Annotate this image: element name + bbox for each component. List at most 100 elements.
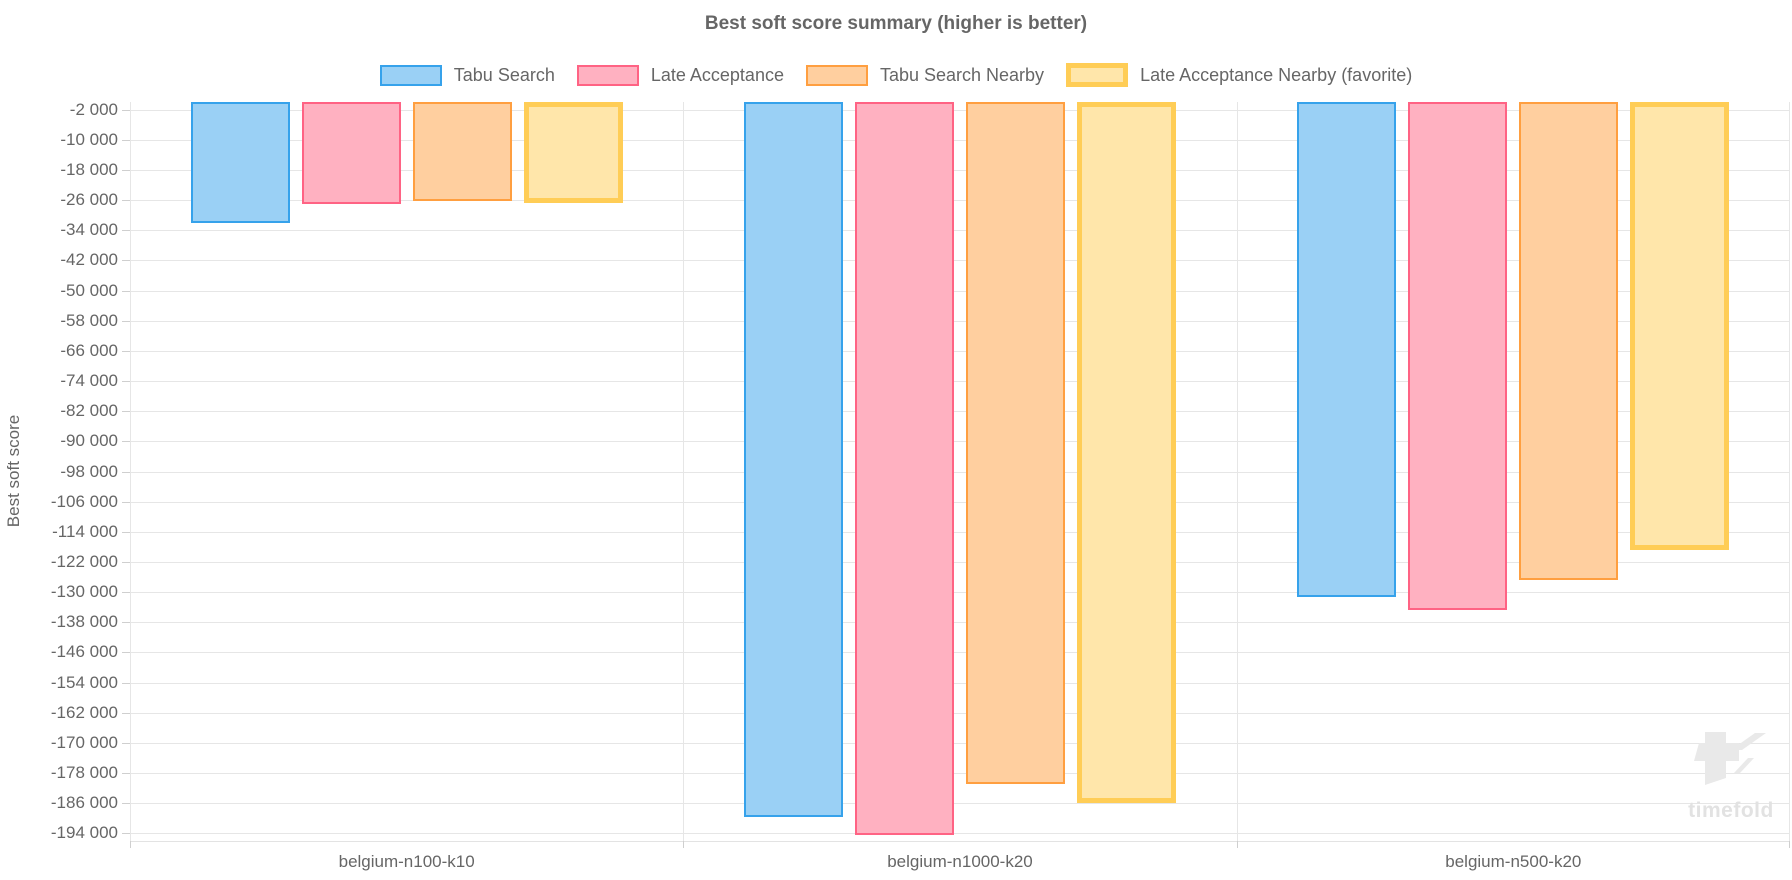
x-tick-mark <box>130 841 131 848</box>
y-gridline <box>130 833 1790 835</box>
x-tick-mark <box>683 841 685 848</box>
y-gridline <box>130 682 1790 684</box>
y-tick-label: -106 000 <box>50 491 118 511</box>
x-tick-label: belgium-n1000-k20 <box>887 852 1033 871</box>
bar[interactable] <box>1076 102 1176 804</box>
y-tick-mark <box>122 411 130 413</box>
bar-groups <box>130 102 1790 841</box>
bar[interactable] <box>412 102 512 202</box>
legend-item[interactable]: Tabu Search <box>379 64 555 86</box>
y-tick-mark <box>122 682 130 684</box>
y-gridline <box>130 803 1790 805</box>
y-tick-mark <box>122 803 130 805</box>
y-tick-mark <box>122 230 130 232</box>
chart-title: Best soft score summary (higher is bette… <box>704 13 1088 34</box>
legend-item[interactable]: Late Acceptance Nearby (favorite) <box>1066 63 1412 87</box>
y-gridline <box>130 501 1790 503</box>
plot-area: -2 000 -10 000 -18 000 -26 000 -34 000 -42 00… <box>51 100 1790 848</box>
legend-label: Late Acceptance <box>650 64 784 85</box>
bar[interactable] <box>190 102 290 224</box>
x-tick-label: belgium-n100-k10 <box>338 852 475 871</box>
y-tick-label: -66 000 <box>60 340 118 360</box>
y-tick-label: -186 000 <box>50 793 118 813</box>
bar[interactable] <box>1519 102 1619 581</box>
y-tick-mark <box>122 622 130 624</box>
legend-item[interactable]: Tabu Search Nearby <box>805 64 1045 86</box>
y-gridline <box>130 773 1790 775</box>
y-gridline <box>130 320 1790 322</box>
y-tick-mark <box>122 109 130 111</box>
y-tick-label: -2 000 <box>69 99 118 119</box>
y-tick-mark <box>122 833 130 835</box>
y-tick-mark <box>122 290 130 292</box>
y-gridline <box>130 561 1790 563</box>
y-tick-label: -162 000 <box>50 702 118 722</box>
y-tick-label: -138 000 <box>50 612 118 632</box>
bar[interactable] <box>301 102 401 204</box>
bar-group <box>683 102 1236 841</box>
y-tick-mark <box>122 139 130 141</box>
y-gridline <box>130 139 1790 141</box>
bar[interactable] <box>965 102 1065 784</box>
y-tick-mark <box>122 441 130 443</box>
x-axis-labels: belgium-n100-k10 belgium-n1000-k20 belgium… <box>130 852 1790 872</box>
x-gridline <box>1789 102 1790 841</box>
y-tick-label: -194 000 <box>50 823 118 843</box>
y-tick-label: -146 000 <box>50 642 118 662</box>
y-gridline <box>130 411 1790 413</box>
bar[interactable] <box>1408 102 1508 610</box>
y-tick-label: -98 000 <box>60 461 118 481</box>
bar[interactable] <box>743 102 843 818</box>
y-gridline <box>130 381 1790 382</box>
y-gridline <box>130 622 1790 624</box>
bar[interactable] <box>1630 102 1730 550</box>
y-tick-mark <box>122 320 130 322</box>
y-gridline <box>130 592 1790 594</box>
legend-swatch <box>576 64 639 86</box>
y-gridline <box>130 200 1790 202</box>
y-gridline <box>130 109 1790 111</box>
y-tick-mark <box>122 381 130 382</box>
y-tick-mark <box>122 773 130 775</box>
y-gridline <box>130 742 1790 744</box>
legend-label: Tabu Search Nearby <box>879 64 1045 85</box>
y-tick-label: -154 000 <box>50 672 118 692</box>
x-tick-mark <box>1236 841 1238 848</box>
watermark-text: timefold <box>1688 799 1774 822</box>
legend-item[interactable]: Late Acceptance <box>576 64 784 86</box>
y-tick-label: -170 000 <box>50 732 118 752</box>
y-gridline <box>130 652 1790 654</box>
y-tick-mark <box>122 200 130 202</box>
bar[interactable] <box>1297 102 1397 597</box>
grid-layer: -2 000 -10 000 -18 000 -26 000 -34 000 -42 00… <box>51 100 1790 848</box>
y-gridline <box>130 290 1790 292</box>
y-tick-mark <box>122 652 130 654</box>
y-tick-label: -18 000 <box>60 159 118 179</box>
y-tick-mark <box>122 531 130 533</box>
bar-group <box>1237 102 1790 841</box>
legend-swatch <box>1066 63 1129 87</box>
y-tick-mark <box>122 260 130 262</box>
bar[interactable] <box>523 102 623 204</box>
legend-label: Late Acceptance Nearby (favorite) <box>1140 64 1413 85</box>
x-tick-mark <box>1789 841 1790 848</box>
bar[interactable] <box>854 102 954 835</box>
y-tick-label: -42 000 <box>60 250 118 270</box>
y-gridline <box>130 350 1790 352</box>
y-tick-label: -90 000 <box>60 431 118 451</box>
x-gridline <box>1236 102 1238 841</box>
timefold-logo-icon <box>1694 732 1766 785</box>
y-tick-label: -10 000 <box>60 129 118 149</box>
bar-group <box>130 102 683 841</box>
x-gridline <box>683 102 685 841</box>
y-tick-mark <box>122 471 130 473</box>
y-tick-label: -82 000 <box>60 401 118 421</box>
x-gridline <box>130 102 131 841</box>
y-tick-label: -58 000 <box>60 310 118 330</box>
y-tick-label: -130 000 <box>50 582 118 602</box>
y-gridline <box>130 531 1790 533</box>
y-tick-mark <box>122 350 130 352</box>
x-tick-label: belgium-n500-k20 <box>1445 852 1582 871</box>
y-gridline <box>130 712 1790 714</box>
y-tick-label: -26 000 <box>60 190 118 210</box>
